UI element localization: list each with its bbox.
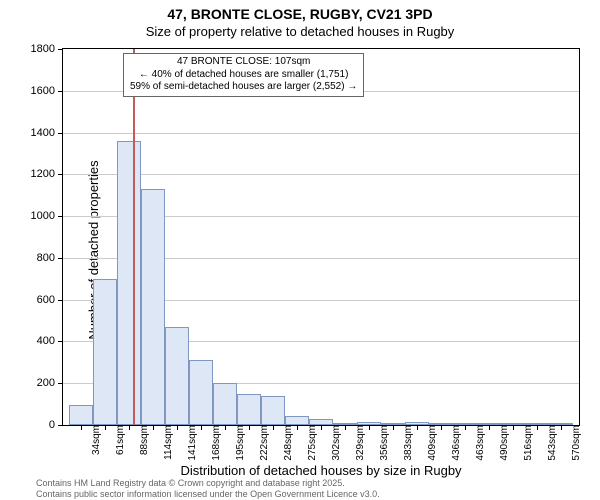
x-tick-mark [441, 425, 442, 430]
histogram-bar [213, 383, 237, 425]
y-tick-label: 1000 [31, 210, 63, 222]
y-tick-label: 800 [37, 252, 63, 264]
histogram-bar [237, 394, 261, 425]
annotation-line2: ← 40% of detached houses are smaller (1,… [130, 69, 357, 82]
x-tick-label: 114sqm [157, 425, 174, 460]
x-tick-mark [369, 425, 370, 430]
x-tick-mark [201, 425, 202, 430]
x-tick-mark [393, 425, 394, 430]
x-tick-mark [177, 425, 178, 430]
footer-line2: Contains public sector information licen… [36, 489, 380, 499]
x-tick-mark [513, 425, 514, 430]
x-tick-label: 383sqm [397, 425, 414, 461]
y-tick-label: 0 [49, 419, 63, 431]
x-tick-mark [321, 425, 322, 430]
x-tick-label: 329sqm [349, 425, 366, 461]
histogram-bar [141, 189, 165, 425]
x-tick-mark [81, 425, 82, 430]
x-tick-label: 543sqm [541, 425, 558, 461]
x-tick-label: 516sqm [517, 425, 534, 461]
histogram-bar [93, 279, 117, 425]
annotation-box: 47 BRONTE CLOSE: 107sqm ← 40% of detache… [123, 53, 364, 97]
y-tick-label: 200 [37, 377, 63, 389]
plot-area: 02004006008001000120014001600180034sqm61… [62, 48, 580, 426]
x-tick-label: 302sqm [325, 425, 342, 461]
x-tick-mark [297, 425, 298, 430]
y-tick-label: 1400 [31, 127, 63, 139]
x-tick-mark [537, 425, 538, 430]
x-tick-label: 88sqm [133, 425, 150, 455]
y-tick-label: 1800 [31, 43, 63, 55]
histogram-bar [285, 416, 309, 425]
x-tick-mark [249, 425, 250, 430]
histogram-bar [165, 327, 189, 425]
gridline-h [63, 133, 579, 134]
x-tick-mark [129, 425, 130, 430]
histogram-bar [69, 405, 93, 425]
chart-title-sub: Size of property relative to detached ho… [0, 24, 600, 39]
x-axis-label: Distribution of detached houses by size … [62, 463, 580, 478]
histogram-bar [189, 360, 213, 425]
x-tick-mark [153, 425, 154, 430]
x-tick-label: 490sqm [493, 425, 510, 461]
histogram-bar [261, 396, 285, 425]
annotation-line3: 59% of semi-detached houses are larger (… [130, 81, 357, 94]
x-tick-mark [561, 425, 562, 430]
x-tick-label: 248sqm [277, 425, 294, 461]
y-tick-label: 400 [37, 335, 63, 347]
x-tick-mark [417, 425, 418, 430]
chart-title-main: 47, BRONTE CLOSE, RUGBY, CV21 3PD [0, 6, 600, 22]
annotation-line1: 47 BRONTE CLOSE: 107sqm [130, 56, 357, 69]
x-tick-mark [489, 425, 490, 430]
y-tick-label: 1200 [31, 168, 63, 180]
histogram-bar [117, 141, 141, 425]
property-marker-line [133, 49, 135, 425]
x-tick-label: 275sqm [301, 425, 318, 461]
x-tick-mark [273, 425, 274, 430]
x-tick-label: 141sqm [181, 425, 198, 461]
x-tick-mark [345, 425, 346, 430]
y-tick-label: 600 [37, 294, 63, 306]
x-tick-label: 168sqm [205, 425, 222, 461]
x-tick-mark [105, 425, 106, 430]
x-tick-label: 463sqm [469, 425, 486, 461]
x-tick-label: 34sqm [85, 425, 102, 455]
y-tick-label: 1600 [31, 85, 63, 97]
chart-container: 47, BRONTE CLOSE, RUGBY, CV21 3PD Size o… [0, 0, 600, 500]
x-tick-label: 195sqm [229, 425, 246, 461]
x-tick-mark [465, 425, 466, 430]
footer-attribution: Contains HM Land Registry data © Crown c… [36, 478, 380, 499]
x-tick-label: 222sqm [253, 425, 270, 461]
x-tick-label: 409sqm [421, 425, 438, 461]
x-tick-label: 356sqm [373, 425, 390, 461]
x-tick-label: 436sqm [445, 425, 462, 461]
footer-line1: Contains HM Land Registry data © Crown c… [36, 478, 380, 488]
x-tick-label: 570sqm [565, 425, 582, 461]
x-tick-label: 61sqm [109, 425, 126, 455]
x-tick-mark [225, 425, 226, 430]
